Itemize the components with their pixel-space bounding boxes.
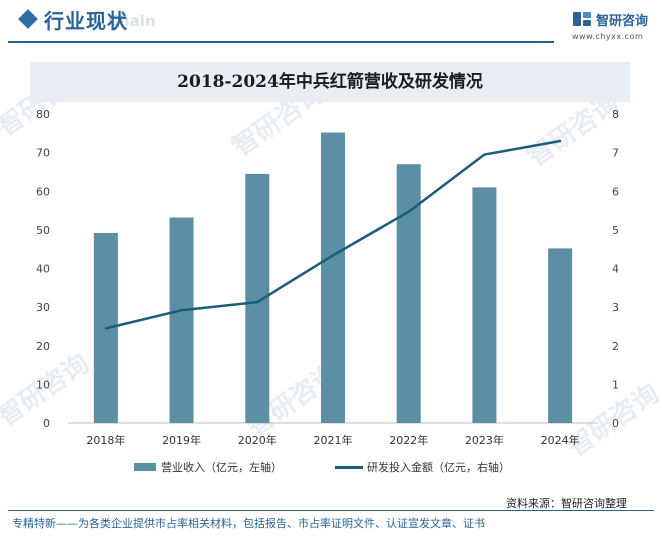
point-rd-investment	[104, 327, 108, 330]
y-left-tick-label: 80	[36, 108, 50, 121]
header-divider	[8, 41, 554, 43]
y-left-tick-label: 30	[36, 301, 50, 314]
y-left-tick-label: 50	[36, 224, 50, 237]
x-tick-label: 2021年	[314, 433, 353, 447]
x-tick-label: 2023年	[465, 433, 504, 447]
y-right-tick-label: 0	[612, 417, 619, 430]
legend-label-rd: 研发投入金额（亿元，右轴）	[367, 461, 510, 474]
y-left-tick-label: 0	[43, 417, 50, 430]
footer-text: 专精特新——为各类企业提供市占率相关材料，包括报告、市占率证明文件、认证宣发文章…	[12, 517, 485, 530]
y-right-tick-label: 5	[612, 224, 619, 237]
legend: 营业收入（亿元，左轴） 研发投入金额（亿元，右轴）	[0, 458, 662, 478]
point-rd-investment	[558, 139, 562, 143]
legend-swatch-rd	[335, 466, 363, 469]
y-right-tick-label: 1	[612, 378, 619, 391]
point-rd-investment	[407, 210, 410, 213]
brand-name: 智研咨询	[596, 14, 649, 29]
y-left-tick-label: 70	[36, 147, 50, 160]
y-right-tick-label: 7	[612, 147, 619, 160]
chart-title-bar: 2018-2024年中兵红箭营收及研发情况	[30, 62, 630, 102]
y-right-tick-label: 3	[612, 301, 619, 314]
bar-revenue	[548, 248, 573, 423]
bar-revenue	[169, 217, 194, 423]
x-tick-label: 2019年	[162, 433, 201, 447]
bar-revenue	[321, 132, 345, 424]
brand-url: www.chyxx.com	[572, 32, 644, 41]
x-tick-label: 2024年	[541, 433, 580, 447]
brand: 智研咨询 www.chyxx.com	[572, 8, 656, 42]
brand-logo-icon	[573, 12, 591, 26]
point-rd-investment	[483, 153, 486, 156]
header: Chain 行业现状 智研咨询 www.chyxx.com	[0, 0, 662, 44]
y-left-tick-label: 20	[36, 340, 50, 353]
point-rd-investment	[256, 300, 259, 304]
bar-revenue	[396, 164, 421, 423]
x-tick-label: 2022年	[389, 433, 428, 447]
header-ghost-text: Chain	[108, 12, 156, 30]
section-title: 行业现状	[44, 9, 128, 33]
x-tick-label: 2018年	[86, 433, 125, 447]
chart-title: 2018-2024年中兵红箭营收及研发情况	[177, 72, 483, 92]
y-left-tick-label: 10	[36, 378, 50, 391]
y-right-tick-label: 6	[612, 185, 619, 198]
footer-divider	[8, 510, 654, 511]
y-right-tick-label: 4	[612, 263, 619, 276]
y-left-tick-label: 60	[36, 185, 50, 198]
x-tick-label: 2020年	[238, 433, 277, 447]
legend-swatch-revenue	[134, 463, 156, 471]
y-right-tick-label: 8	[612, 108, 619, 121]
source-note: 资料来源：智研咨询整理	[506, 497, 627, 510]
y-left-tick-label: 40	[36, 263, 50, 276]
y-right-tick-label: 2	[612, 340, 619, 353]
point-rd-investment	[331, 254, 335, 257]
bar-revenue	[472, 187, 497, 423]
bar-revenue	[245, 173, 270, 423]
point-rd-investment	[180, 309, 183, 312]
legend-label-revenue: 营业收入（亿元，左轴）	[161, 461, 282, 474]
